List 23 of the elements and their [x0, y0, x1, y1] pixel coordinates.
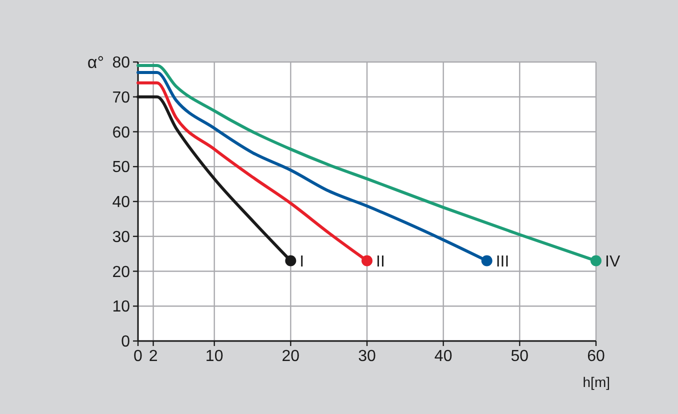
x-tick-label: 30	[358, 348, 376, 365]
y-tick-label: 80	[112, 54, 130, 72]
series-label: III	[496, 253, 510, 270]
y-tick-label: 50	[112, 159, 130, 176]
y-tick-label: 0	[121, 334, 130, 351]
x-tick-label: 20	[282, 348, 300, 365]
x-axis-title: h[m]	[582, 374, 610, 390]
series-label: I	[300, 253, 304, 270]
x-tick-label: 40	[434, 348, 452, 365]
x-tick-label: 0	[134, 348, 143, 365]
y-tick-label: 70	[112, 89, 130, 106]
series-label: IV	[605, 253, 620, 270]
y-tick-label: 30	[112, 228, 130, 246]
x-tick-label: 50	[510, 348, 529, 365]
x-tick-label: 60	[587, 348, 605, 365]
y-tick-label: 10	[112, 298, 130, 316]
x-tick-label: 2	[148, 348, 158, 365]
series-label: II	[376, 253, 385, 270]
y-tick-label: 40	[112, 194, 130, 212]
y-tick-label: 60	[112, 124, 130, 142]
y-axis-title: α°	[87, 52, 104, 72]
y-tick-label: 20	[112, 264, 130, 281]
x-tick-label: 10	[205, 348, 224, 365]
